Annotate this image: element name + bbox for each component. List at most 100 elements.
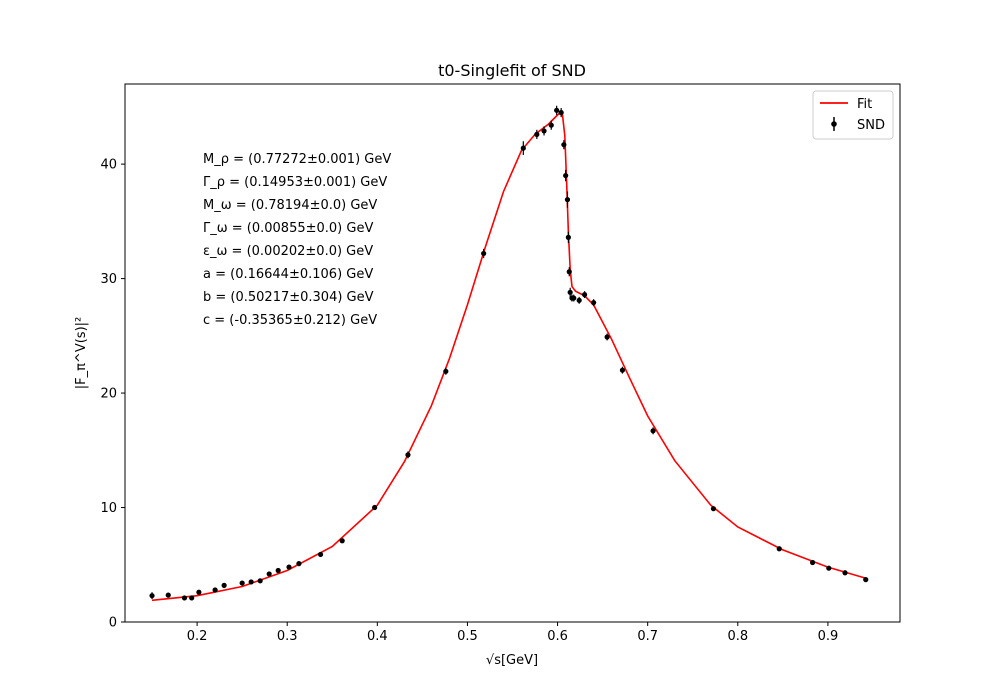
data-marker — [189, 595, 195, 601]
data-marker — [558, 110, 564, 116]
data-point — [591, 299, 597, 307]
data-marker — [221, 582, 227, 588]
fit-parameter-line: M_ω = (0.78194±0.0) GeV — [203, 198, 377, 213]
data-marker — [257, 578, 263, 584]
data-point — [563, 169, 569, 182]
data-point — [863, 577, 869, 583]
plot-frame — [124, 83, 901, 623]
fit-parameter-line: Γ_ω = (0.00855±0.0) GeV — [203, 221, 373, 236]
data-point — [554, 105, 560, 115]
data-marker — [248, 579, 254, 585]
data-marker — [296, 561, 302, 567]
data-marker — [534, 131, 540, 137]
y-tick-label: 0 — [109, 616, 117, 631]
data-marker — [286, 564, 292, 570]
x-tick-label: 0.4 — [367, 629, 388, 644]
data-marker — [567, 289, 573, 295]
data-marker — [809, 559, 816, 566]
data-marker — [275, 567, 281, 574]
data-marker — [239, 580, 245, 586]
data-point — [149, 592, 155, 600]
data-marker — [604, 334, 610, 340]
legend-snd-swatch — [831, 121, 837, 127]
data-point — [541, 126, 547, 136]
data-point — [266, 571, 272, 577]
data-marker — [563, 172, 569, 179]
x-tick-label: 0.7 — [637, 629, 658, 644]
legend-snd-label: SND — [857, 118, 885, 133]
data-point — [189, 595, 195, 601]
data-marker — [443, 368, 449, 374]
data-marker — [776, 546, 782, 552]
data-point — [710, 506, 717, 512]
data-point — [372, 504, 378, 511]
data-point — [286, 564, 292, 570]
x-tick-label: 0.2 — [187, 629, 208, 644]
data-marker — [212, 587, 218, 593]
data-marker — [317, 551, 324, 558]
data-point — [212, 587, 218, 593]
data-marker — [339, 538, 345, 544]
y-tick-label: 30 — [100, 272, 117, 287]
data-point — [534, 129, 540, 139]
data-marker — [196, 589, 202, 595]
x-tick-label: 0.9 — [818, 629, 839, 644]
data-point — [604, 333, 610, 341]
data-marker — [266, 571, 272, 577]
fit-parameter-line: Γ_ρ = (0.14953±0.001) GeV — [203, 175, 387, 190]
data-point — [619, 366, 626, 374]
data-point — [443, 367, 449, 375]
data-point — [548, 120, 554, 130]
data-point — [221, 582, 227, 588]
fit-parameter-line: M_ρ = (0.77272±0.001) GeV — [203, 152, 391, 167]
data-point — [571, 294, 577, 302]
data-point — [405, 451, 411, 459]
x-tick-label: 0.6 — [547, 629, 568, 644]
data-point — [248, 579, 254, 585]
fit-parameter-line: ε_ω = (0.00202±0.0) GeV — [203, 244, 373, 259]
data-point — [809, 559, 816, 566]
data-marker — [520, 145, 526, 151]
data-point — [564, 191, 571, 208]
data-marker — [181, 595, 188, 601]
data-point — [196, 589, 202, 595]
data-marker — [565, 234, 571, 240]
y-axis-ticks: 0 10 20 30 40 — [100, 158, 125, 631]
data-marker — [826, 565, 832, 571]
data-point — [317, 551, 324, 558]
fit-parameters: M_ρ = (0.77272±0.001) GeV Γ_ρ = (0.14953±… — [203, 152, 391, 328]
data-marker — [564, 197, 571, 203]
data-point — [239, 580, 245, 586]
x-axis-ticks: 0.2 0.3 0.4 0.5 0.6 0.7 0.8 0.9 — [187, 622, 839, 644]
data-marker — [149, 593, 155, 599]
data-point — [257, 578, 263, 584]
x-axis-label: √s[GeV] — [486, 653, 538, 668]
data-point — [339, 538, 345, 544]
data-marker — [863, 577, 869, 583]
fit-curve — [151, 110, 867, 602]
data-marker — [372, 504, 378, 511]
data-point — [296, 561, 302, 567]
data-marker — [566, 269, 572, 275]
x-tick-label: 0.8 — [727, 629, 748, 644]
data-point — [520, 141, 526, 155]
data-point — [566, 267, 572, 277]
data-marker — [842, 570, 848, 576]
data-point — [576, 296, 582, 304]
legend: Fit SND — [812, 90, 894, 140]
snd-data-points — [149, 105, 869, 601]
data-marker — [165, 592, 171, 598]
fit-parameter-line: a = (0.16644±0.106) GeV — [203, 267, 373, 282]
y-tick-label: 20 — [100, 387, 117, 402]
y-tick-label: 10 — [100, 501, 117, 516]
y-tick-label: 40 — [100, 158, 117, 173]
data-point — [650, 427, 656, 435]
data-marker — [619, 367, 626, 373]
data-point — [776, 546, 782, 552]
data-point — [275, 567, 281, 574]
x-tick-label: 0.3 — [277, 629, 298, 644]
plot-area — [124, 83, 901, 623]
data-marker — [554, 107, 560, 113]
data-marker — [571, 295, 577, 301]
